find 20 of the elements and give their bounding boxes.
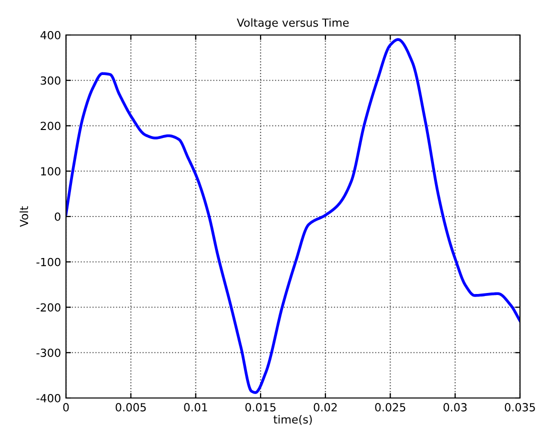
y-tick-label: 200 — [40, 122, 60, 130]
x-tick-label: 0.035 — [504, 403, 535, 412]
chart-title: Voltage versus Time — [236, 18, 349, 29]
y-tick-label: 100 — [41, 167, 60, 176]
x-tick-label: 0.025 — [375, 403, 406, 412]
y-tick-label: -200 — [36, 303, 60, 312]
y-tick-label: 0 — [54, 212, 60, 221]
x-tick-label: 0.005 — [116, 403, 146, 412]
y-tick-label: 300 — [40, 76, 60, 85]
y-axis-title: Volt — [20, 206, 28, 227]
y-tick-label: 400 — [40, 30, 60, 40]
y-tick-label: -100 — [36, 258, 60, 266]
y-tick-label: -300 — [36, 348, 60, 358]
x-tick-label: 0.01 — [184, 403, 208, 412]
x-tick-label: 0.03 — [444, 403, 467, 412]
x-axis-title: time(s) — [274, 415, 312, 425]
x-tick-label: 0 — [63, 403, 69, 412]
x-tick-label: 0.02 — [314, 403, 337, 412]
y-tick-label: -400 — [36, 394, 60, 402]
x-tick-label: 0.015 — [245, 403, 276, 412]
